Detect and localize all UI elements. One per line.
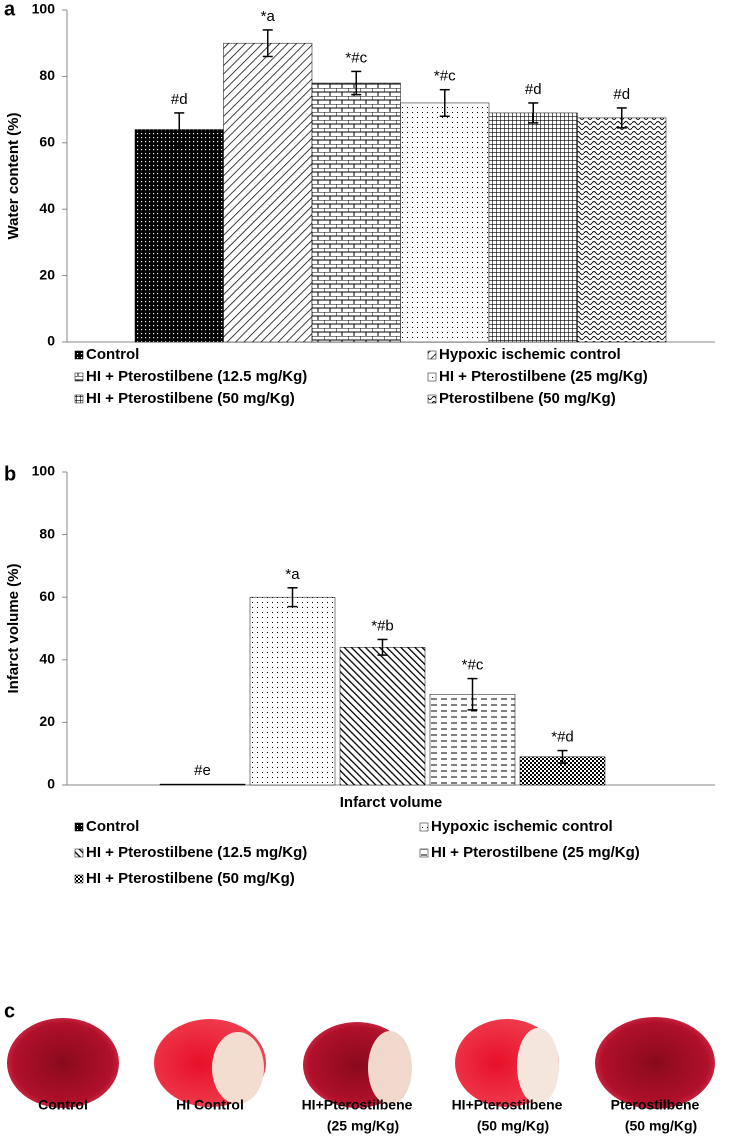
y-tick-label: 100 [32, 463, 56, 479]
y-tick-label: 40 [39, 651, 55, 667]
panel-label: b [4, 463, 16, 485]
legend-label: HI + Pterostilbene (25 mg/Kg) [439, 368, 648, 385]
legend-label: HI + Pterostilbene (12.5 mg/Kg) [86, 844, 307, 861]
legend-swatch [74, 372, 84, 382]
bar [134, 129, 224, 343]
legend-label: Control [86, 818, 139, 835]
panel-c-images [7, 1017, 715, 1109]
legend-swatch [74, 822, 84, 832]
image-caption: HI+Pterostilbene [452, 1097, 563, 1113]
y-tick-label: 20 [39, 713, 55, 729]
bar-annotation: *a [285, 566, 300, 583]
y-tick-label: 60 [39, 134, 55, 150]
panel-label: a [4, 0, 16, 20]
legend-label: HI + Pterostilbene (50 mg/Kg) [86, 870, 295, 887]
bar-annotation: #d [525, 81, 542, 98]
image-caption: HI Control [176, 1097, 244, 1113]
y-axis-label: Infarct volume (%) [5, 563, 22, 693]
legend-label: HI + Pterostilbene (50 mg/Kg) [86, 390, 295, 407]
y-tick-label: 100 [32, 1, 56, 17]
bar-annotation: *#d [551, 729, 574, 746]
bar-annotation: *#c [345, 49, 367, 66]
bar [159, 783, 246, 786]
legend-label: Control [86, 346, 139, 363]
bar [249, 596, 336, 786]
legend-swatch [74, 394, 84, 404]
legend-label: Pterostilbene (50 mg/Kg) [439, 390, 616, 407]
y-tick-label: 0 [47, 333, 55, 349]
legend-swatch [74, 350, 84, 360]
bar [577, 117, 667, 343]
bar [311, 82, 401, 343]
image-caption: (50 mg/Kg) [625, 1118, 697, 1134]
legend-label: HI + Pterostilbene (12.5 mg/Kg) [86, 368, 307, 385]
legend-swatch [427, 394, 437, 404]
legend-swatch [419, 822, 429, 832]
bar [488, 112, 578, 343]
bar-annotation: #e [194, 762, 211, 779]
y-tick-label: 80 [39, 525, 55, 541]
image-caption: HI+Pterostilbene [302, 1097, 413, 1113]
y-tick-label: 60 [39, 588, 55, 604]
legend-swatch [427, 372, 437, 382]
legend-label: HI + Pterostilbene (25 mg/Kg) [431, 844, 640, 861]
image-caption: (50 mg/Kg) [477, 1118, 549, 1134]
bar-annotation: *#c [434, 68, 456, 85]
bar [223, 42, 313, 343]
bar-annotation: *#c [462, 657, 484, 674]
y-tick-label: 20 [39, 266, 55, 282]
bar-annotation: *#b [371, 617, 394, 634]
panel-label: c [4, 1000, 15, 1022]
legend-swatch [427, 350, 437, 360]
bar [339, 647, 426, 786]
y-tick-label: 40 [39, 200, 55, 216]
bar-annotation: #d [613, 86, 630, 103]
legend-label: Hypoxic ischemic control [431, 818, 613, 835]
legend-swatch [419, 848, 429, 858]
bar-annotation: #d [171, 91, 188, 108]
y-tick-label: 80 [39, 67, 55, 83]
x-category-label: Infarct volume [340, 794, 443, 811]
image-caption: (25 mg/Kg) [327, 1118, 399, 1134]
bar-annotation: *a [261, 8, 276, 25]
y-axis-label: Water content (%) [5, 113, 22, 240]
legend-swatch [74, 848, 84, 858]
y-tick-label: 0 [47, 776, 55, 792]
image-caption: Control [38, 1097, 88, 1113]
bar [400, 102, 490, 343]
legend-label: Hypoxic ischemic control [439, 346, 621, 363]
legend-swatch [74, 874, 84, 884]
image-caption: Pterostilbene [611, 1097, 700, 1113]
